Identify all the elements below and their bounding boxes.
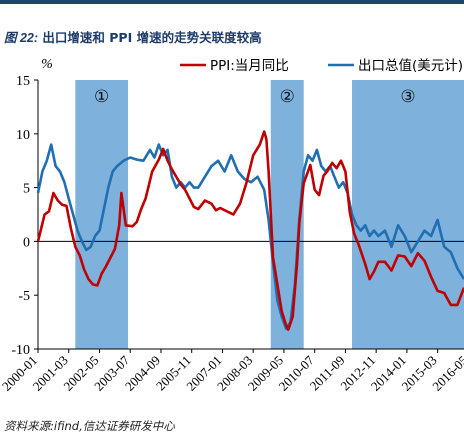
y-tick-label: -5 <box>18 289 30 304</box>
y-axis-label: % <box>41 57 53 72</box>
legend-label-1: PPI:当月同比 <box>210 58 289 74</box>
header-accent-bar <box>0 0 464 4</box>
series-lines <box>36 130 464 331</box>
y-tick-label: 10 <box>16 128 30 143</box>
y-tick-label: -10 <box>11 343 30 358</box>
y-tick-label: 0 <box>23 235 30 250</box>
shaded-period-label: ① <box>94 87 109 107</box>
series-line-1 <box>36 130 464 331</box>
figure-title: 图 22: 出口增速和 PPI 增速的走势关联度较高 <box>4 27 464 45</box>
shaded-period-label: ③ <box>400 87 415 107</box>
shaded-period-2 <box>270 80 304 349</box>
shaded-period-3 <box>352 80 464 349</box>
legend-label-2: 出口总值(美元计) <box>358 58 463 74</box>
source-note: 资料来源:ifind,信达证券研发中心 <box>4 419 175 433</box>
legend: PPI:当月同比 出口总值(美元计) <box>180 58 463 74</box>
figure-title-text: 出口增速和 PPI 增速的走势关联度较高 <box>42 30 262 45</box>
shaded-period-label: ② <box>280 87 295 107</box>
y-tick-label: 15 <box>16 74 30 89</box>
figure-label: 图 22: <box>4 31 39 45</box>
y-tick-label: 5 <box>23 182 30 197</box>
